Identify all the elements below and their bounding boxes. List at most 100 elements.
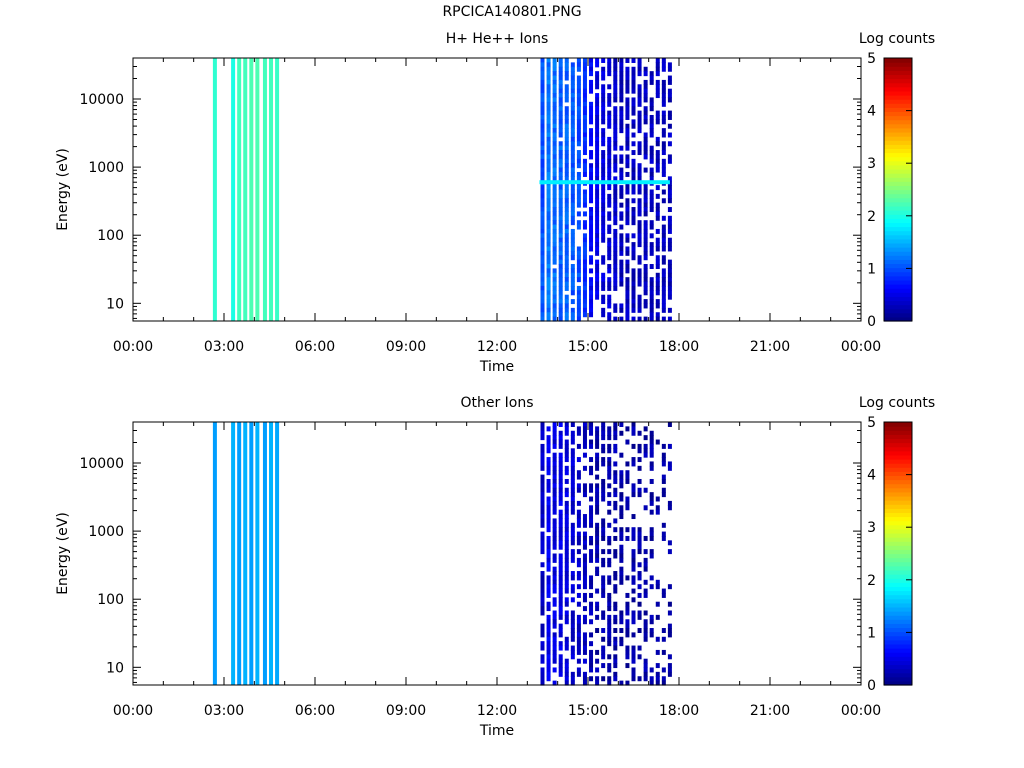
data-cell	[637, 277, 642, 283]
data-cell	[558, 93, 563, 99]
data-cell	[595, 606, 600, 612]
data-cell	[637, 443, 642, 449]
colorbar-cell	[884, 156, 912, 162]
colorbar-cell	[884, 205, 912, 211]
data-cell	[631, 189, 636, 195]
data-cell	[601, 307, 606, 313]
data-cell	[582, 141, 587, 147]
data-cell	[558, 601, 563, 607]
data-cell	[667, 623, 672, 629]
colorbar-cell	[884, 123, 912, 129]
data-cell	[589, 443, 594, 449]
data-cell	[613, 487, 618, 493]
data-cell	[595, 571, 600, 577]
data-cell	[613, 430, 618, 436]
data-cell	[576, 114, 581, 120]
data-cell	[552, 623, 557, 629]
data-cell	[552, 106, 557, 112]
data-cell	[552, 483, 557, 489]
data-cell	[595, 527, 600, 533]
data-cell	[601, 132, 606, 138]
data-cell	[631, 255, 636, 261]
data-cell	[625, 215, 630, 221]
data-cell	[552, 75, 557, 81]
data-cell	[667, 443, 672, 449]
data-cell	[637, 535, 642, 541]
panel-title: Other Ions	[460, 395, 533, 411]
data-cell	[667, 654, 672, 660]
data-cell	[619, 268, 624, 274]
data-cell	[582, 487, 587, 493]
data-cell	[546, 566, 551, 572]
data-cell	[601, 88, 606, 94]
data-cell	[625, 264, 630, 269]
data-cell	[564, 215, 569, 221]
data-cell	[558, 163, 563, 169]
data-cell	[564, 443, 569, 449]
data-cell	[643, 224, 648, 230]
data-cell	[631, 549, 636, 555]
data-cell	[601, 163, 606, 169]
data-cell	[667, 66, 672, 72]
data-cell	[582, 171, 587, 177]
data-cell	[649, 71, 654, 77]
data-cell	[558, 272, 563, 278]
data-cell	[649, 154, 654, 160]
data-cell	[558, 101, 563, 107]
data-cell	[649, 303, 654, 309]
data-cell	[637, 316, 642, 322]
colorbar-cell	[884, 263, 912, 269]
data-cell	[552, 566, 557, 572]
data-cell	[540, 316, 545, 322]
data-cell	[558, 158, 563, 164]
data-cell	[607, 316, 612, 322]
data-cell	[540, 474, 545, 480]
data-cell	[582, 211, 587, 217]
data-cell	[570, 272, 575, 278]
data-cell	[558, 592, 563, 598]
data-cell	[595, 522, 600, 528]
data-cell	[576, 171, 581, 177]
data-cell	[643, 588, 648, 594]
data-cell	[649, 106, 654, 112]
colorbar-cell	[884, 140, 912, 145]
data-cell	[552, 185, 557, 191]
data-cell	[607, 285, 612, 291]
data-cell	[601, 141, 606, 147]
data-cell	[667, 500, 672, 506]
data-cell	[601, 575, 606, 581]
data-cell	[576, 268, 581, 274]
data-cell	[540, 136, 545, 142]
data-cell	[546, 93, 551, 99]
data-cell	[661, 228, 666, 234]
data-cell	[540, 141, 545, 147]
data-cell	[631, 242, 636, 248]
data-cell	[613, 141, 618, 147]
data-cell	[643, 452, 648, 458]
data-cell	[582, 483, 587, 489]
x-tick-label: 09:00	[386, 339, 426, 355]
data-cell	[655, 439, 660, 445]
data-cell	[625, 268, 630, 274]
data-cell	[625, 75, 630, 81]
data-cell	[661, 299, 666, 305]
data-cell	[564, 123, 569, 129]
data-cell	[558, 628, 563, 633]
data-cell	[643, 426, 648, 432]
data-cell	[552, 285, 557, 291]
data-cell	[595, 132, 600, 138]
data-cell	[643, 211, 648, 217]
data-cell	[667, 316, 672, 322]
data-cell	[625, 101, 630, 107]
data-cell	[558, 268, 563, 274]
data-cell	[637, 614, 642, 620]
data-cell	[564, 671, 569, 677]
data-cell	[631, 632, 636, 638]
data-cell	[613, 202, 618, 208]
data-cell	[546, 136, 551, 142]
data-cell	[601, 483, 606, 489]
data-cell	[546, 461, 551, 467]
data-cell	[619, 71, 624, 77]
data-cell	[643, 272, 648, 278]
data-cell	[595, 114, 600, 120]
